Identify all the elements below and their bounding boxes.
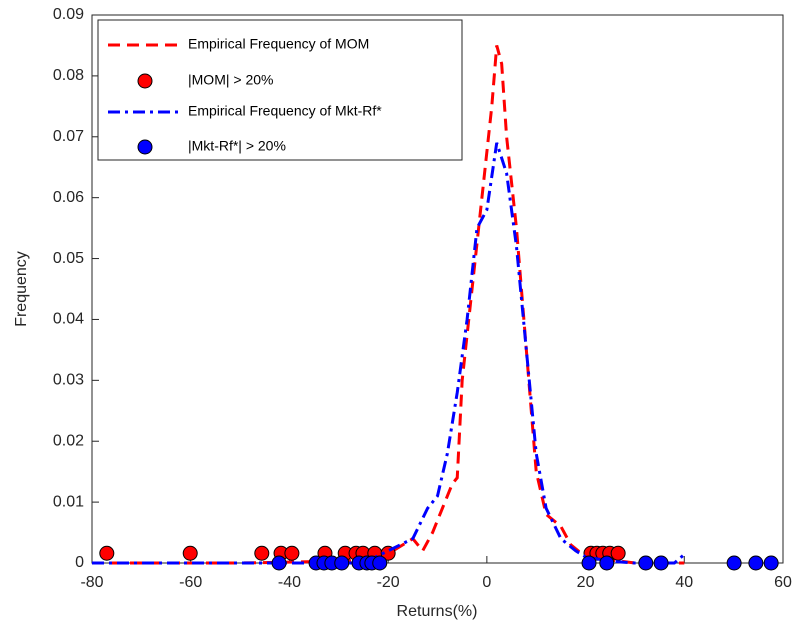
x-tick-label: -80: [80, 574, 103, 591]
point: [271, 555, 287, 571]
x-tick-label: 40: [675, 574, 693, 591]
point: [653, 555, 669, 571]
y-axis-label: Frequency: [13, 251, 30, 327]
y-tick-label: 0: [75, 554, 84, 571]
point: [254, 545, 270, 561]
point: [372, 555, 388, 571]
y-tick-label: 0.07: [53, 128, 84, 145]
point: [748, 555, 764, 571]
point: [182, 545, 198, 561]
point: [284, 545, 300, 561]
x-tick-label: -40: [278, 574, 301, 591]
line-series: [92, 45, 685, 565]
x-tick-label: 20: [577, 574, 595, 591]
x-tick-label: 60: [774, 574, 792, 591]
y-tick-label: 0.08: [53, 67, 84, 84]
y-tick-label: 0.09: [53, 6, 84, 23]
point: [638, 555, 654, 571]
legend-label: |MOM| > 20%: [188, 72, 273, 88]
legend-label: Empirical Frequency of Mkt-Rf*: [188, 103, 382, 119]
y-tick-label: 0.03: [53, 372, 84, 389]
legend-label: Empirical Frequency of MOM: [188, 36, 369, 52]
point: [99, 545, 115, 561]
legend-box: [97, 19, 463, 161]
y-tick-label: 0.06: [53, 189, 84, 206]
y-tick-label: 0.02: [53, 432, 84, 449]
point: [726, 555, 742, 571]
x-tick-label: -20: [377, 574, 400, 591]
legend-swatch: [137, 139, 153, 155]
x-tick-label: 0: [482, 574, 491, 591]
x-tick-label: -60: [179, 574, 202, 591]
y-tick-label: 0.01: [53, 493, 84, 510]
x-axis-label: Returns(%): [397, 603, 478, 620]
y-tick-label: 0.05: [53, 250, 84, 267]
point: [763, 555, 779, 571]
point: [610, 545, 626, 561]
y-tick-label: 0.04: [53, 311, 84, 328]
point: [581, 555, 597, 571]
legend-label: |Mkt-Rf*| > 20%: [188, 138, 286, 154]
point: [334, 555, 350, 571]
point: [599, 555, 615, 571]
legend-swatch: [137, 73, 153, 89]
